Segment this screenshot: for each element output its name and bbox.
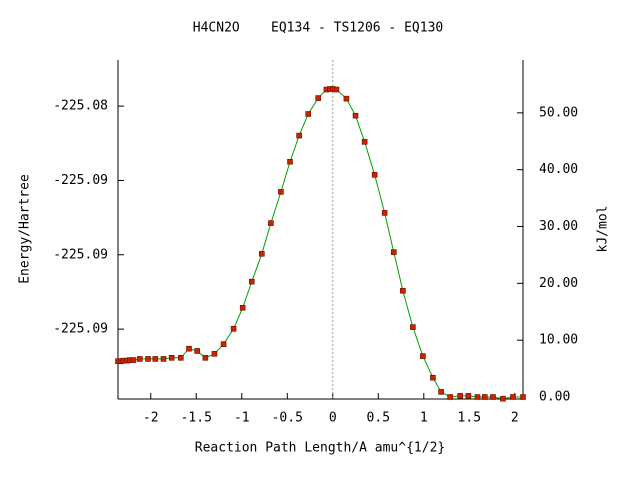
x-tick-label: 0.5: [367, 411, 390, 426]
point: [211, 351, 218, 357]
x-tick-label: 1: [420, 411, 428, 426]
y-tick-label: -225.09: [53, 322, 108, 337]
point: [510, 394, 516, 400]
point: [352, 112, 359, 119]
y2-tick-label: 10.00: [539, 333, 578, 348]
point: [410, 324, 416, 330]
point: [239, 304, 246, 311]
point: [438, 389, 444, 395]
point: [186, 345, 192, 352]
y-tick-label: -225.09: [53, 173, 108, 188]
y2-tick-label: 30.00: [539, 219, 578, 234]
point: [490, 394, 496, 400]
point: [268, 220, 274, 226]
point: [457, 393, 464, 399]
point: [168, 354, 175, 361]
x-tick-label: -1.5: [181, 411, 212, 426]
point: [202, 354, 209, 361]
point: [420, 353, 426, 359]
point: [361, 139, 368, 145]
x-tick-label: 1.5: [458, 411, 481, 426]
point: [333, 86, 340, 93]
chart-title: H4CN2O EQ134 - TS1206 - EQ130: [193, 21, 443, 36]
point: [287, 158, 293, 165]
point: [130, 357, 137, 363]
y2-axis-label: kJ/mol: [596, 206, 611, 253]
y2-tick-label: 0.00: [539, 390, 570, 405]
y2-tick-label: 50.00: [539, 105, 578, 120]
point: [390, 249, 397, 255]
point: [160, 356, 167, 362]
point: [315, 95, 322, 101]
point: [520, 394, 526, 400]
point: [145, 356, 151, 362]
y2-tick-label: 40.00: [539, 162, 578, 177]
point: [481, 394, 488, 400]
x-axis-label: Reaction Path Length/A amu^{1/2}: [195, 441, 445, 456]
point: [248, 278, 255, 285]
x-tick-label: 2: [511, 411, 519, 426]
point: [447, 394, 453, 400]
point: [220, 341, 227, 347]
point: [194, 348, 200, 354]
point: [343, 95, 350, 102]
point: [278, 189, 284, 195]
point: [381, 210, 388, 216]
y-tick-label: -225.09: [53, 247, 108, 262]
point: [230, 326, 237, 332]
point: [500, 395, 506, 402]
x-tick-label: 0: [329, 411, 337, 426]
point: [152, 356, 159, 362]
point: [296, 132, 302, 139]
y2-tick-label: 20.00: [539, 276, 578, 291]
x-tick-label: -1: [234, 411, 250, 426]
y-tick-label: -225.08: [53, 99, 108, 114]
point: [137, 356, 143, 362]
point: [371, 171, 378, 178]
point: [305, 111, 312, 117]
point: [474, 394, 481, 400]
x-tick-label: -0.5: [272, 411, 303, 426]
y-axis-label: Energy/Hartree: [18, 174, 33, 284]
x-tick-label: -2: [143, 411, 159, 426]
point: [177, 354, 184, 361]
point: [430, 374, 436, 381]
point: [465, 393, 472, 399]
point: [400, 287, 406, 294]
point: [258, 250, 265, 257]
